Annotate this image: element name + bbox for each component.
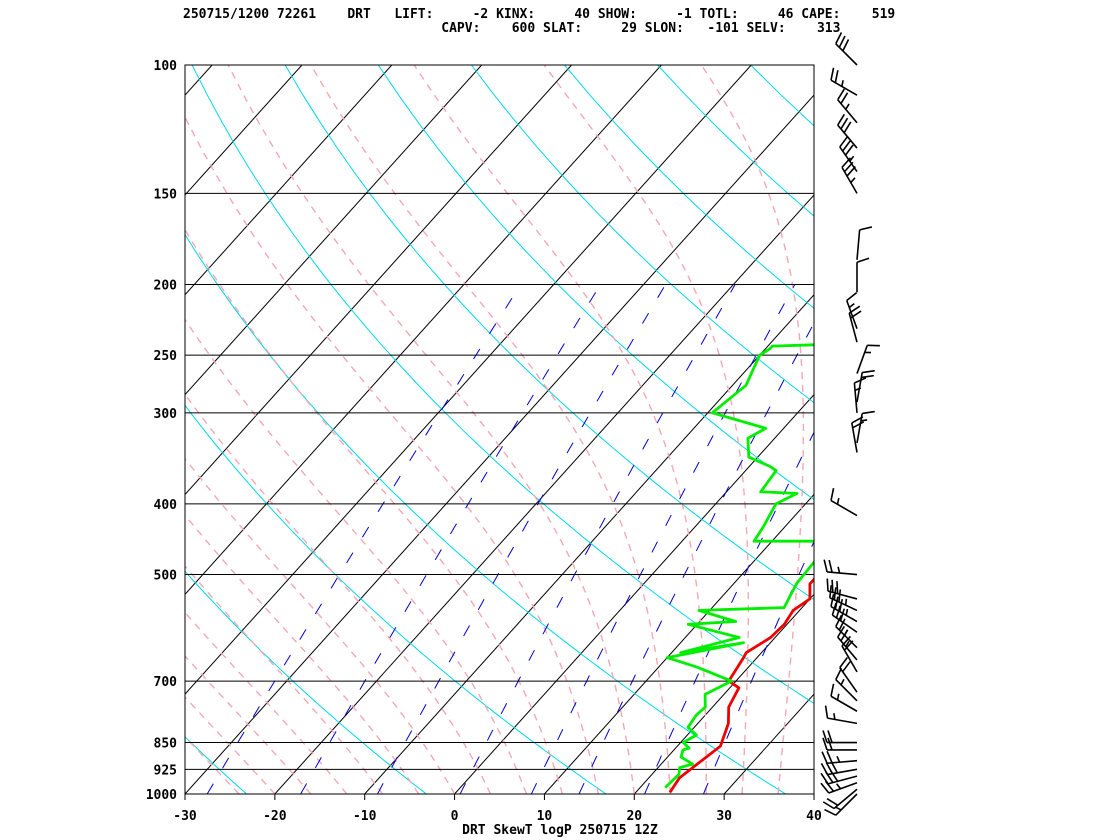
wind-barb — [839, 656, 858, 693]
mixing-ratio-line — [644, 431, 814, 794]
wind-barb — [856, 344, 880, 374]
mixing-ratio-line — [703, 540, 814, 794]
chart-title: DRT SkewT logP 250715 12Z — [462, 823, 658, 838]
wind-barb — [856, 226, 873, 260]
wind-barb — [822, 730, 857, 744]
isotherm-line — [544, 493, 814, 794]
isotherm-line — [364, 294, 814, 794]
pressure-tick-label: 250 — [154, 349, 178, 364]
dry-adiabat — [284, 65, 814, 601]
wind-barb — [821, 750, 858, 765]
mixing-ratio-line — [530, 284, 796, 794]
isotherm-line — [185, 65, 393, 296]
wind-barb — [841, 157, 858, 194]
wind-barb — [822, 788, 858, 810]
wind-barb — [824, 793, 858, 816]
isotherm-line — [185, 65, 213, 96]
dry-adiabat — [750, 65, 814, 127]
pressure-tick-label: 1000 — [146, 788, 177, 803]
wind-barbs — [820, 32, 880, 816]
isotherm-line — [723, 693, 814, 794]
isotherm-line — [185, 65, 483, 396]
pressure-tick-label: 100 — [154, 59, 178, 74]
mixing-ratio-line — [459, 284, 736, 794]
header-line-1: 250715/1200 72261 DRT LIFT: -2 KINX: 40 … — [183, 7, 896, 22]
temperature-tick-label: 40 — [806, 809, 822, 824]
dry-adiabat — [377, 65, 814, 501]
plot-frame — [184, 64, 815, 795]
wind-barb — [823, 559, 858, 576]
pressure-tick-label: 700 — [154, 675, 178, 690]
dry-adiabat — [564, 65, 814, 309]
dry-adiabat — [844, 65, 1120, 794]
temperature-tick-label: 0 — [451, 809, 459, 824]
wind-barb — [837, 88, 858, 124]
wind-barb — [830, 67, 858, 96]
mixing-ratio-line — [377, 284, 666, 794]
pressure-tick-label: 300 — [154, 407, 178, 422]
wind-barb — [830, 683, 858, 712]
dry-adiabat — [471, 65, 814, 404]
temperature-tick-label: 10 — [537, 809, 553, 824]
header-line-2: CAPV: 600 SLAT: 29 SLON: -101 SELV: 313 — [183, 21, 841, 36]
wind-barb — [839, 136, 858, 172]
pressure-tick-label: 150 — [154, 187, 178, 202]
temperature-tick-label: -20 — [263, 809, 287, 824]
mixing-ratio-line — [300, 284, 601, 794]
isotherm-line — [274, 194, 814, 794]
wind-barb — [822, 737, 857, 751]
isotherm-line — [185, 65, 752, 695]
moist-adiabat — [227, 65, 635, 794]
isotherm-line — [185, 65, 303, 196]
wind-barb — [835, 614, 858, 649]
dewpoint-profile — [664, 343, 814, 789]
pressure-tick-label: 200 — [154, 278, 178, 293]
wind-barb — [845, 292, 858, 329]
isotherm-line — [185, 65, 572, 496]
isotherm-line — [454, 393, 814, 794]
wind-barb — [856, 369, 875, 403]
moist-adiabat — [185, 457, 456, 794]
wind-barb — [826, 578, 858, 600]
moist-adiabat — [700, 65, 805, 794]
pressure-tick-label: 850 — [154, 737, 178, 752]
wind-barb — [835, 667, 858, 702]
wind-barb — [830, 488, 858, 517]
wind-barb — [837, 113, 858, 149]
temperature-tick-label: -30 — [173, 809, 197, 824]
wind-barb — [856, 257, 870, 293]
isotherm-line — [0, 65, 122, 794]
wind-barb — [830, 593, 858, 623]
moist-adiabat — [185, 564, 384, 794]
pressure-tick-label: 500 — [154, 569, 178, 584]
sounding-header: 250715/1200 72261 DRT LIFT: -2 KINX: 40 … — [183, 8, 895, 36]
moist-adiabat — [185, 318, 528, 794]
pressure-tick-label: 925 — [154, 763, 177, 778]
mixing-ratio-line — [578, 321, 814, 794]
moist-adiabat — [310, 65, 671, 794]
dry-adiabat — [185, 233, 786, 794]
moist-adiabat — [185, 696, 276, 794]
temperature-tick-label: 20 — [626, 809, 642, 824]
moist-adiabat — [185, 393, 492, 794]
mixing-ratio-line — [206, 284, 522, 794]
wind-barb — [856, 410, 875, 444]
wind-barb — [820, 780, 858, 794]
wind-barb — [820, 761, 858, 776]
isotherm-line — [633, 593, 814, 794]
pressure-tick-label: 400 — [154, 498, 178, 513]
dry-adiabat — [185, 736, 247, 794]
temperature-profile — [668, 577, 814, 794]
temperature-tick-label: 30 — [716, 809, 732, 824]
wind-barb — [824, 705, 858, 725]
wind-barb — [835, 32, 858, 66]
temperature-tick-label: -10 — [353, 809, 377, 824]
